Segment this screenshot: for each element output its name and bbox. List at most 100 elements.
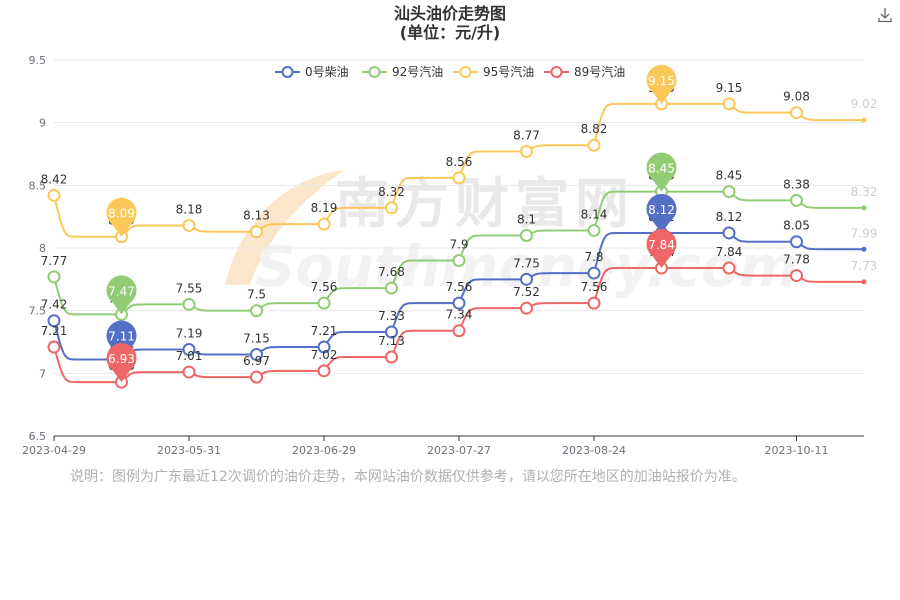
data-point[interactable]	[520, 228, 533, 242]
data-point[interactable]	[47, 314, 61, 328]
data-label: 7.42	[41, 298, 68, 312]
pin-head	[646, 152, 677, 183]
data-point[interactable]	[250, 370, 263, 384]
data-point[interactable]	[47, 340, 61, 354]
data-point[interactable]	[520, 144, 533, 158]
data-label: 8.32	[378, 185, 405, 199]
data-point[interactable]	[250, 225, 263, 239]
data-label: 7.5	[247, 288, 266, 302]
footnote: 说明：图例为广东最近12次调价的油价走势，本网站油价数据仅供参考，请以您所在地区…	[70, 469, 746, 485]
pin-label: 7.47	[108, 284, 135, 298]
legend-item-0[interactable]: 0号柴油	[275, 65, 349, 79]
data-label: 7.52	[513, 285, 540, 299]
chart-title-unit: (单位：元/升)	[399, 23, 501, 42]
data-label: 7.68	[378, 265, 405, 279]
chart-title: 汕头油价走势图 (单位：元/升)	[0, 4, 900, 42]
pin-label: 8.45	[648, 162, 675, 176]
data-label: 7.01	[176, 349, 203, 363]
download-icon[interactable]	[876, 6, 894, 24]
x-tick-label: 2023-10-11	[765, 444, 829, 457]
watermark-text-cn: 南方财富网	[335, 172, 635, 235]
x-tick-label: 2023-06-29	[292, 444, 356, 457]
data-point[interactable]	[520, 272, 533, 286]
data-point[interactable]	[722, 185, 736, 199]
data-label: 7.9	[449, 238, 468, 252]
y-axis: 6.5 7 7.5 8 8.5 9 9.5	[29, 54, 47, 443]
pin-label: 7.11	[108, 330, 135, 344]
data-point[interactable]	[317, 296, 331, 310]
legend-item-1[interactable]: 92号汽油	[362, 64, 443, 79]
data-label: 7.02	[311, 348, 338, 362]
data-point[interactable]	[385, 325, 398, 339]
data-point[interactable]	[861, 117, 867, 123]
y-tick-label: 8.5	[29, 179, 47, 192]
data-point[interactable]	[861, 205, 867, 211]
data-point[interactable]	[587, 266, 601, 280]
data-point[interactable]	[861, 279, 867, 285]
data-point[interactable]	[182, 297, 196, 311]
data-point[interactable]	[452, 171, 466, 185]
data-point[interactable]	[861, 246, 867, 252]
x-tick-label: 2023-08-24	[562, 444, 626, 457]
data-point[interactable]	[47, 188, 61, 202]
data-point[interactable]	[452, 324, 466, 338]
data-point[interactable]	[790, 106, 803, 120]
data-point[interactable]	[317, 340, 331, 354]
data-point[interactable]	[182, 218, 196, 232]
extremum-pin: 9.15	[646, 64, 677, 104]
y-tick-label: 6.5	[29, 430, 47, 443]
x-tick-label: 2023-04-29	[22, 444, 86, 457]
data-label: 8.42	[41, 172, 68, 186]
data-point[interactable]	[790, 193, 803, 207]
pin-label: 8.12	[648, 203, 675, 217]
data-label: 7.56	[446, 280, 473, 294]
chart-title-main: 汕头油价走势图	[393, 4, 506, 23]
data-point[interactable]	[452, 296, 466, 310]
data-label: 7.15	[243, 332, 270, 346]
x-tick-label: 2023-07-27	[427, 444, 491, 457]
data-point[interactable]	[722, 97, 736, 111]
extremum-pin: 7.47	[106, 275, 137, 315]
data-point[interactable]	[722, 261, 736, 275]
data-point[interactable]	[250, 304, 263, 318]
data-point[interactable]	[587, 138, 601, 152]
data-point[interactable]	[385, 201, 398, 215]
extremum-pin: 8.12	[646, 193, 677, 233]
series-points	[47, 97, 867, 389]
data-label: 9.02	[851, 97, 878, 111]
data-point[interactable]	[317, 217, 331, 231]
data-label: 8.13	[243, 209, 270, 223]
data-point[interactable]	[47, 270, 61, 284]
data-point[interactable]	[722, 226, 736, 240]
y-tick-label: 8	[39, 242, 46, 255]
data-point[interactable]	[317, 364, 331, 378]
data-label: 6.97	[243, 354, 270, 368]
legend-item-3[interactable]: 89号汽油	[544, 64, 625, 79]
data-point[interactable]	[790, 269, 803, 283]
pin-head	[106, 197, 137, 228]
data-point[interactable]	[250, 348, 263, 362]
data-point[interactable]	[790, 235, 803, 249]
data-point[interactable]	[452, 254, 466, 268]
legend-item-2[interactable]: 95号汽油	[453, 64, 534, 79]
data-point[interactable]	[587, 296, 601, 310]
extremum-pin: 7.84	[646, 229, 677, 269]
data-label: 7.34	[446, 308, 473, 322]
pin-label: 9.15	[648, 74, 675, 88]
data-point[interactable]	[182, 343, 196, 357]
data-label: 7.75	[513, 256, 540, 270]
legend-marker	[368, 66, 381, 78]
data-label: 7.99	[851, 226, 878, 240]
data-point[interactable]	[587, 223, 601, 237]
data-point[interactable]	[385, 350, 398, 364]
data-label: 7.84	[716, 245, 743, 259]
watermark-swoosh	[225, 170, 345, 285]
y-tick-label: 9	[39, 117, 46, 130]
data-point[interactable]	[520, 301, 533, 315]
pin-head	[646, 193, 677, 224]
data-point[interactable]	[385, 281, 398, 295]
pin-label: 7.84	[648, 238, 675, 252]
data-point[interactable]	[182, 365, 196, 379]
data-label: 8.12	[716, 210, 743, 224]
